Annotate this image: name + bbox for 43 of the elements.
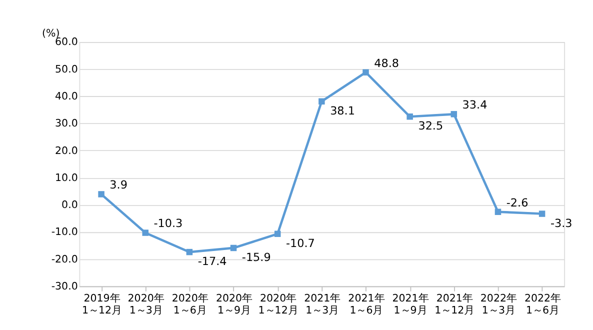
x-tick-label: 2020年 1～6月 [172, 292, 208, 317]
x-tick-label: 2020年 1～9月 [216, 292, 252, 317]
point [362, 69, 369, 76]
x-tick-label: 2021年 1～3月 [304, 292, 340, 317]
y-tick-label: -10.0 [51, 226, 78, 238]
y-tick-label: 30.0 [55, 118, 78, 130]
point [406, 113, 413, 120]
point [494, 208, 502, 215]
y-tick-label: 20.0 [55, 144, 78, 157]
data-label: -10.7 [286, 236, 315, 250]
y-tick-label: 50.0 [55, 63, 78, 76]
y-tick-label: -20.0 [51, 253, 78, 266]
point [318, 98, 325, 105]
x-tick-label: 2021年 1～6月 [348, 292, 384, 317]
x-tick-label: 2019年 1～12月 [82, 292, 122, 317]
data-label: -15.9 [242, 251, 271, 264]
y-tick-label: 60.0 [55, 36, 78, 48]
x-tick-label: 2020年 1～12月 [258, 292, 298, 317]
data-label: -17.4 [198, 255, 227, 268]
x-tick-label: 2022年 1～6月 [524, 292, 561, 317]
y-tick-label: 0.0 [62, 199, 78, 212]
data-label: -10.3 [154, 217, 183, 230]
x-tick-label: 2021年 1～12月 [434, 292, 474, 317]
point [142, 230, 148, 236]
point [230, 244, 237, 252]
data-label: -2.6 [506, 196, 528, 210]
data-label: 3.9 [110, 178, 128, 192]
data-label: -3.3 [550, 216, 572, 230]
y-tick-label: 40.0 [55, 90, 78, 103]
data-label: 48.8 [374, 56, 400, 70]
y-tick-label: 10.0 [55, 172, 78, 184]
data-label: 33.4 [462, 98, 488, 112]
point [186, 248, 193, 256]
x-tick-label: 2020年 1～3月 [128, 292, 164, 317]
x-tick-label: 2021年 1～9月 [392, 292, 428, 317]
point [98, 191, 104, 198]
point [274, 230, 281, 237]
data-label: 32.5 [418, 120, 444, 133]
y-tick-label: -30.0 [51, 280, 78, 293]
data-label: 38.1 [330, 104, 355, 118]
x-tick-label: 2022年 1～3月 [480, 292, 516, 317]
point [538, 210, 546, 217]
point [450, 111, 458, 118]
